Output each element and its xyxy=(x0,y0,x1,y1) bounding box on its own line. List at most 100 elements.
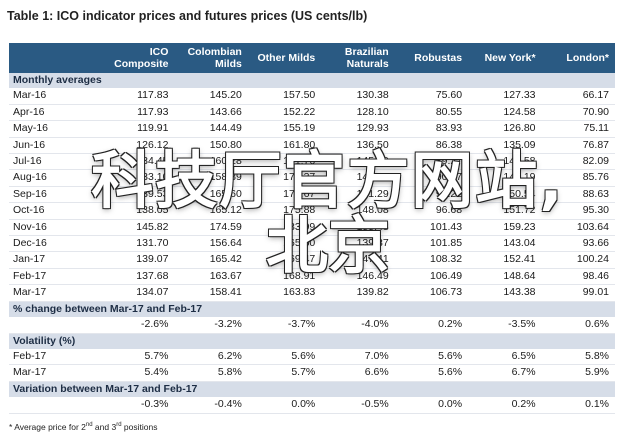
table-cell: 143.38 xyxy=(468,284,542,302)
table-cell: 98.46 xyxy=(541,268,615,286)
table-cell: 127.33 xyxy=(468,88,542,105)
table-cell: 99.01 xyxy=(541,284,615,302)
table-cell: 0.1% xyxy=(541,397,615,414)
row-label: Jun-16 xyxy=(9,137,101,155)
row-label: Feb-17 xyxy=(9,268,101,286)
table-title: Table 1: ICO indicator prices and future… xyxy=(7,9,368,23)
table-cell: 93.66 xyxy=(541,235,615,253)
table-cell: 75.11 xyxy=(541,120,615,138)
table-cell: 150.80 xyxy=(174,137,248,155)
row-label xyxy=(9,317,101,334)
table-cell: 6.7% xyxy=(468,364,542,382)
table-row: Sep-16 139.53 165.60 176.67 151.29 92.22 150.5… xyxy=(9,186,615,204)
table-cell: 160.28 xyxy=(174,153,248,171)
table-cell: 89.27 xyxy=(394,153,469,171)
header-row: ICO Composite Colombian Milds Other Milds … xyxy=(9,43,615,73)
table-row: Jun-16 126.12 150.80 161.80 136.50 86.38 135.0… xyxy=(9,137,615,155)
section-volatility: Volatility (%) xyxy=(9,333,615,349)
table-cell: 134.45 xyxy=(101,153,175,171)
table-cell: 103.64 xyxy=(541,219,615,237)
row-label: Mar-16 xyxy=(9,88,101,105)
table-row: Aug-16 133.10 158.89 170.37 144.12 90.77 142.1… xyxy=(9,169,615,187)
table-cell: 143.66 xyxy=(174,104,248,122)
table-cell: 5.8% xyxy=(541,348,615,366)
table-cell: 5.9% xyxy=(541,364,615,382)
col-header-brazilian-naturals: Brazilian Naturals xyxy=(321,43,395,73)
table-cell: 155.19 xyxy=(247,120,322,138)
table-cell: 175.88 xyxy=(247,202,322,220)
footnote: * Average price for 2nd and 3rd position… xyxy=(9,422,158,432)
table-cell: 6.2% xyxy=(174,348,248,366)
table-cell: 165.60 xyxy=(174,186,248,204)
table-row: May-16 119.91 144.49 155.19 129.93 83.93 126.8… xyxy=(9,120,615,138)
row-label: Dec-16 xyxy=(9,235,101,253)
table-cell: 139.53 xyxy=(101,186,175,204)
table-cell: 95.30 xyxy=(541,202,615,220)
table-cell: 171.76 xyxy=(247,153,322,171)
table-cell: 70.90 xyxy=(541,104,615,122)
table-cell: -3.2% xyxy=(174,317,248,334)
table-cell: 119.91 xyxy=(101,120,175,138)
table-row: Feb-17 137.68 163.67 168.91 146.49 106.49 148.… xyxy=(9,268,615,286)
row-label: Apr-16 xyxy=(9,104,101,122)
table-row: Oct-16 138.05 165.12 175.88 148.08 96.68 151.7… xyxy=(9,202,615,220)
table-cell: 124.58 xyxy=(468,104,542,122)
row-label: May-16 xyxy=(9,120,101,138)
table-cell: 129.93 xyxy=(321,120,395,138)
table-cell: 151.29 xyxy=(321,186,395,204)
table-cell: -4.0% xyxy=(321,317,395,334)
section-pct-change: % change between Mar-17 and Feb-17 xyxy=(9,301,615,318)
table-cell: 100.24 xyxy=(541,251,615,269)
col-header-colombian-milds: Colombian Milds xyxy=(174,43,248,73)
table-cell: 165.42 xyxy=(174,251,248,269)
table-cell: 169.47 xyxy=(247,251,322,269)
table-cell: 5.4% xyxy=(101,364,175,382)
col-header-robustas: Robustas xyxy=(394,43,469,73)
table-cell: 6.5% xyxy=(468,348,542,366)
table-cell: 0.6% xyxy=(541,317,615,334)
volatility-row: Feb-17 5.7% 6.2% 5.6% 7.0% 5.6% 6.5% 5.8% xyxy=(9,348,615,366)
table-cell: 5.6% xyxy=(394,348,469,366)
table-cell: 152.22 xyxy=(247,104,322,122)
table-cell: 176.67 xyxy=(247,186,322,204)
table-cell: 147.41 xyxy=(321,251,395,269)
table-cell: 163.67 xyxy=(174,268,248,286)
variation-row: -0.3% -0.4% 0.0% -0.5% 0.0% 0.2% 0.1% xyxy=(9,397,615,414)
table-cell: -0.5% xyxy=(321,397,395,414)
table-cell: 170.37 xyxy=(247,169,322,187)
table-cell: 152.41 xyxy=(468,251,542,269)
table-cell: 144.49 xyxy=(174,120,248,138)
table-cell: 138.05 xyxy=(101,202,175,220)
table-cell: 131.70 xyxy=(101,235,175,253)
table-cell: 83.93 xyxy=(394,120,469,138)
table-cell: 0.2% xyxy=(394,317,469,334)
table-cell: 145.60 xyxy=(321,153,395,171)
row-label: Nov-16 xyxy=(9,219,101,237)
table-cell: -0.3% xyxy=(101,397,175,414)
table-cell: 5.6% xyxy=(247,348,322,366)
table-row: Apr-16 117.93 143.66 152.22 128.10 80.55 124.5… xyxy=(9,104,615,122)
table-cell: 80.55 xyxy=(394,104,469,122)
table-cell: 108.32 xyxy=(394,251,469,269)
table-cell: 96.68 xyxy=(394,202,469,220)
table-row: Mar-17 134.07 158.41 163.83 139.82 106.73 143.… xyxy=(9,284,615,302)
row-label: Mar-17 xyxy=(9,364,101,382)
table-cell: 155.48 xyxy=(321,219,395,237)
table-cell: 157.50 xyxy=(247,88,322,105)
table-cell: 148.08 xyxy=(321,202,395,220)
table-cell: 117.93 xyxy=(101,104,175,122)
table-cell: 126.80 xyxy=(468,120,542,138)
row-label: Mar-17 xyxy=(9,284,101,302)
table-cell: 133.10 xyxy=(101,169,175,187)
table-cell: 174.59 xyxy=(174,219,248,237)
row-label: Feb-17 xyxy=(9,348,101,366)
table-cell: 144.12 xyxy=(321,169,395,187)
table-cell: 85.76 xyxy=(541,169,615,187)
col-header-ico-composite: ICO Composite xyxy=(101,43,175,73)
row-label: Jul-16 xyxy=(9,153,101,171)
table-cell: 139.37 xyxy=(321,235,395,253)
row-label xyxy=(9,397,101,414)
table-cell: 165.12 xyxy=(174,202,248,220)
col-header-new-york: New York* xyxy=(468,43,542,73)
table-cell: 145.20 xyxy=(174,88,248,105)
